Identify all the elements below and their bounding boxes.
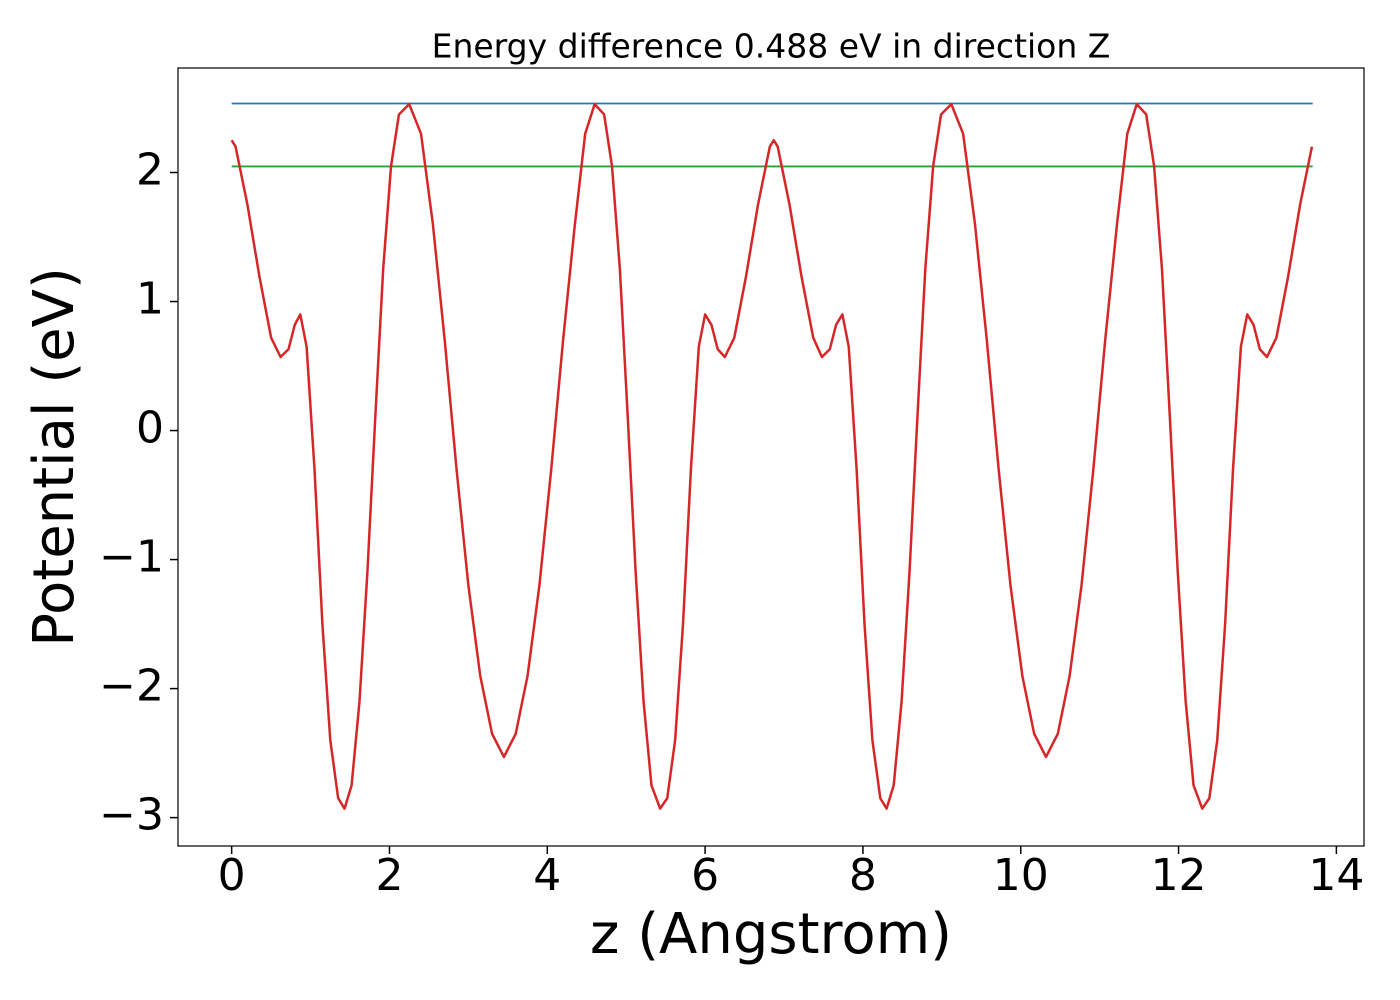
- y-tick-label: 0: [136, 403, 164, 454]
- series-line: [230, 102, 1314, 810]
- y-tick-label: 1: [136, 274, 164, 325]
- y-axis-label: Potential (eV): [22, 267, 87, 647]
- chart-title: Energy difference 0.488 eV in direction …: [432, 27, 1111, 66]
- x-tick-label: 12: [1151, 850, 1207, 901]
- y-tick-label: −3: [99, 790, 164, 841]
- x-axis-label: z (Angstrom): [590, 902, 952, 967]
- x-tick-label: 8: [849, 850, 877, 901]
- x-tick-label: 2: [375, 850, 403, 901]
- x-tick-label: 14: [1308, 850, 1364, 901]
- x-tick-label: 10: [993, 850, 1049, 901]
- x-tick-label: 0: [218, 850, 246, 901]
- y-tick-label: 2: [136, 145, 164, 196]
- plot-frame: [177, 67, 1365, 847]
- x-tick-label: 6: [691, 850, 719, 901]
- x-tick-label: 4: [533, 850, 561, 901]
- y-tick-label: −2: [99, 661, 164, 712]
- y-tick-label: −1: [99, 532, 164, 583]
